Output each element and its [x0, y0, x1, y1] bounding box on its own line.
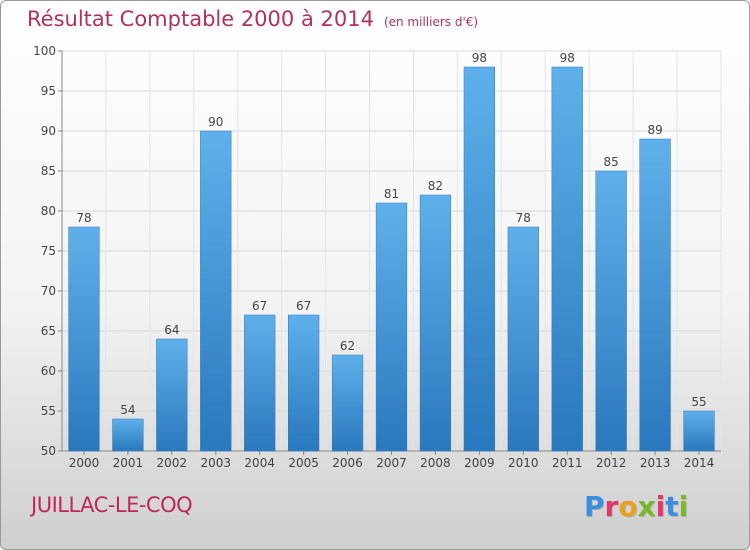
y-tick-label: 80: [41, 204, 56, 218]
bar-value-label: 67: [252, 299, 267, 313]
x-tick-label: 2005: [288, 456, 319, 470]
bar-2007[interactable]: [375, 202, 408, 452]
bar-chart: 50 55 60 65 70 75 80 85 90 95 100 78 2000 54 2001 64 200…: [33, 44, 722, 470]
bar-2006[interactable]: [331, 354, 364, 452]
labels: 50 55 60 65 70 75 80 85 90 95 100 78 2000 54 2001 64 200…: [33, 44, 714, 470]
bar-value-label: 98: [472, 51, 487, 65]
y-tick-label: 65: [41, 324, 56, 338]
x-tick-label: 2007: [376, 456, 407, 470]
y-tick-label: 50: [41, 444, 56, 458]
bar-value-label: 89: [647, 123, 662, 137]
place-name: JUILLAC-LE-COQ: [31, 493, 193, 517]
bar-2012[interactable]: [595, 170, 627, 452]
y-tick-label: 60: [41, 364, 56, 378]
title-line: Résultat Comptable 2000 à 2014 (en millie…: [27, 7, 478, 31]
bar-2011[interactable]: [551, 66, 583, 452]
chart-title: Résultat Comptable 2000 à 2014: [27, 7, 374, 31]
x-tick-label: 2006: [332, 456, 363, 470]
bars: [68, 66, 715, 452]
bar-2008[interactable]: [419, 194, 452, 452]
y-tick-label: 70: [41, 284, 56, 298]
bar-2005[interactable]: [288, 314, 320, 452]
x-tick-label: 2001: [113, 456, 144, 470]
y-tick-label: 100: [33, 44, 56, 58]
bar-2004[interactable]: [244, 314, 276, 452]
chart-subtitle: (en milliers d'€): [383, 15, 479, 29]
bar-value-label: 62: [340, 339, 355, 353]
bar-2002[interactable]: [156, 338, 188, 452]
x-tick-label: 2004: [244, 456, 275, 470]
x-tick-label: 2008: [420, 456, 451, 470]
x-tick-label: 2013: [640, 456, 671, 470]
bar-2013[interactable]: [639, 138, 671, 452]
bar-value-label: 54: [120, 403, 135, 417]
bar-2000[interactable]: [68, 226, 100, 452]
bar-value-label: 78: [76, 211, 91, 225]
y-tick-label: 90: [41, 124, 56, 138]
x-tick-label: 2014: [684, 456, 715, 470]
bar-value-label: 67: [296, 299, 311, 313]
bar-value-label: 78: [516, 211, 531, 225]
proxiti-logo[interactable]: Proxiti: [584, 490, 689, 523]
bar-value-label: 82: [428, 179, 443, 193]
bar-value-label: 81: [384, 187, 399, 201]
x-tick-label: 2010: [508, 456, 539, 470]
bar-value-label: 90: [208, 115, 223, 129]
x-tick-label: 2009: [464, 456, 495, 470]
bar-value-label: 98: [560, 51, 575, 65]
bar-2003[interactable]: [200, 130, 232, 452]
x-tick-label: 2011: [552, 456, 583, 470]
y-tick-label: 85: [41, 164, 56, 178]
y-tick-label: 75: [41, 244, 56, 258]
x-tick-label: 2003: [200, 456, 231, 470]
bar-value-label: 85: [604, 155, 619, 169]
y-tick-label: 55: [41, 404, 56, 418]
bar-2010[interactable]: [507, 226, 539, 452]
bar-value-label: 64: [164, 323, 179, 337]
y-tick-label: 95: [41, 84, 56, 98]
x-tick-label: 2000: [69, 456, 100, 470]
x-tick-label: 2012: [596, 456, 627, 470]
bar-2001[interactable]: [112, 418, 144, 452]
bar-value-label: 55: [691, 395, 706, 409]
x-tick-label: 2002: [157, 456, 188, 470]
bar-2009[interactable]: [463, 66, 495, 452]
bar-2014[interactable]: [683, 410, 715, 452]
